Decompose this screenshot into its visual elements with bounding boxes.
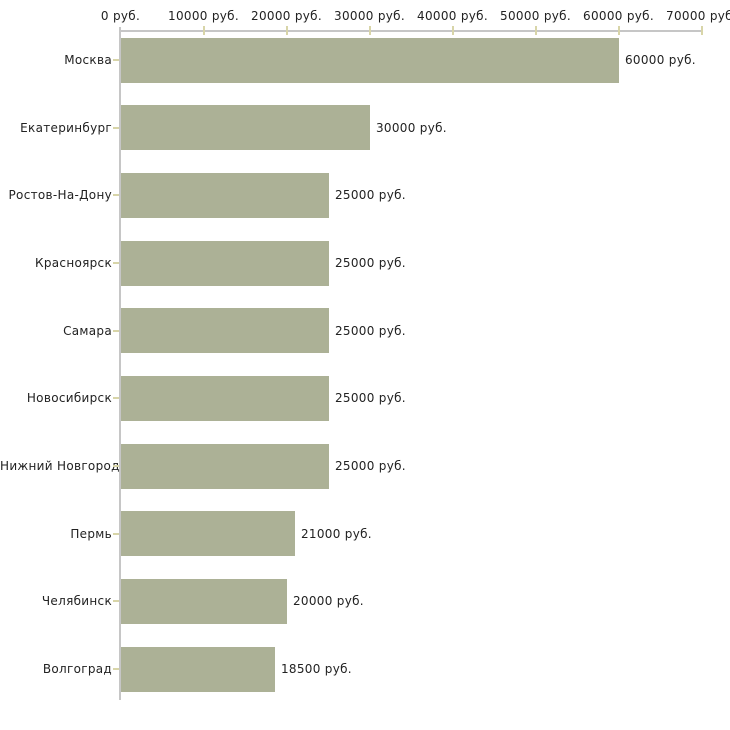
- bar: [121, 579, 287, 624]
- bar: [121, 308, 329, 353]
- x-tick-mark: [202, 26, 205, 35]
- category-label: Москва: [64, 53, 112, 67]
- category-tick-mark: [113, 262, 119, 264]
- category-label: Екатеринбург: [20, 121, 112, 135]
- category-label: Новосибирск: [26, 391, 112, 405]
- bar: [121, 376, 329, 421]
- x-tick-label: 30000 руб.: [334, 9, 405, 23]
- bar: [121, 511, 295, 556]
- bar: [121, 105, 370, 150]
- bar: [121, 173, 329, 218]
- x-tick-label: 20000 руб.: [251, 9, 322, 23]
- category-tick-mark: [113, 127, 119, 129]
- value-label: 30000 руб.: [376, 121, 447, 135]
- category-label: Красноярск: [35, 256, 112, 270]
- value-label: 25000 руб.: [335, 256, 406, 270]
- x-tick-label: 60000 руб.: [583, 9, 654, 23]
- x-tick-mark: [368, 26, 371, 35]
- bar: [121, 38, 619, 83]
- value-label: 60000 руб.: [625, 53, 696, 67]
- category-tick-mark: [113, 600, 119, 602]
- bar: [121, 647, 275, 692]
- x-tick-mark: [451, 26, 454, 35]
- category-label: Нижний Новгород: [0, 459, 120, 473]
- value-label: 25000 руб.: [335, 188, 406, 202]
- category-tick-mark: [113, 59, 119, 61]
- value-label: 18500 руб.: [281, 662, 352, 676]
- category-tick-mark: [113, 194, 119, 196]
- category-label: Челябинск: [41, 594, 112, 608]
- x-tick-label: 10000 руб.: [168, 9, 239, 23]
- value-label: 20000 руб.: [293, 594, 364, 608]
- x-tick-mark: [700, 26, 703, 35]
- bar: [121, 241, 329, 286]
- category-tick-mark: [113, 533, 119, 535]
- value-label: 25000 руб.: [335, 324, 406, 338]
- x-axis-line: [120, 30, 702, 32]
- x-tick-mark: [534, 26, 537, 35]
- value-label: 21000 руб.: [301, 527, 372, 541]
- x-tick-mark: [285, 26, 288, 35]
- x-tick-label: 40000 руб.: [417, 9, 488, 23]
- value-label: 25000 руб.: [335, 459, 406, 473]
- category-label: Ростов-На-Дону: [8, 188, 112, 202]
- value-label: 25000 руб.: [335, 391, 406, 405]
- y-axis-line: [119, 27, 121, 700]
- x-tick-label: 50000 руб.: [500, 9, 571, 23]
- x-tick-label: 70000 руб.: [666, 9, 730, 23]
- category-label: Волгоград: [42, 662, 112, 676]
- category-tick-mark: [113, 330, 119, 332]
- category-label: Пермь: [70, 527, 112, 541]
- x-tick-mark: [617, 26, 620, 35]
- bar: [121, 444, 329, 489]
- category-tick-mark: [113, 465, 119, 467]
- category-label: Самара: [63, 324, 112, 338]
- category-tick-mark: [113, 668, 119, 670]
- category-tick-mark: [113, 397, 119, 399]
- x-tick-label: 0 руб.: [100, 9, 141, 23]
